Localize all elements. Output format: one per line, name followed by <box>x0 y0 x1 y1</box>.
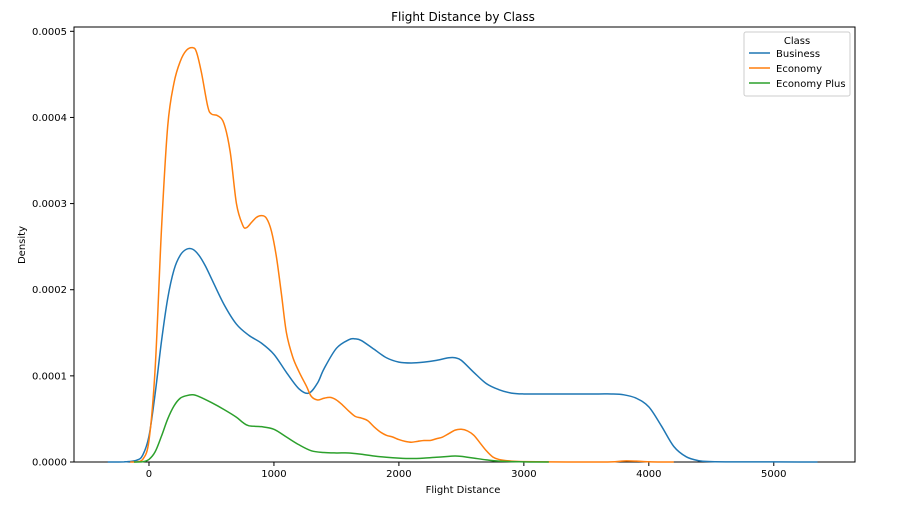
chart-title: Flight Distance by Class <box>391 10 535 24</box>
series-line-business <box>107 247 818 463</box>
x-tick-label: 2000 <box>386 469 411 480</box>
x-tick-label: 0 <box>146 469 152 480</box>
legend: Class Business Economy Economy Plus <box>743 31 851 97</box>
legend-label-economy: Economy <box>776 64 822 75</box>
y-tick-label: 0.0005 <box>32 27 67 38</box>
x-tick-label: 1000 <box>261 469 286 480</box>
x-axis-label: Flight Distance <box>426 485 501 496</box>
y-tick-label: 0.0003 <box>32 199 67 210</box>
series-layer <box>107 46 818 463</box>
y-axis-label: Density <box>17 226 28 264</box>
y-tick-label: 0.0002 <box>32 285 67 296</box>
legend-label-business: Business <box>776 49 820 60</box>
series-line-economy <box>130 46 674 463</box>
x-tick-label: 3000 <box>511 469 536 480</box>
y-tick-label: 0.0001 <box>32 371 67 382</box>
legend-box <box>743 31 851 97</box>
y-axis: 0.0000 0.0001 0.0002 0.0003 0.0004 0.0005 <box>32 27 74 469</box>
x-tick-label: 4000 <box>636 469 661 480</box>
x-axis: 0 1000 2000 3000 4000 5000 <box>146 462 787 480</box>
y-tick-label: 0.0000 <box>32 458 67 469</box>
x-tick-label: 5000 <box>761 469 786 480</box>
legend-items: Business Economy Economy Plus <box>749 49 846 90</box>
axes-frame <box>73 26 856 463</box>
series-line-economy-plus <box>133 394 549 463</box>
legend-label-economy-plus: Economy Plus <box>776 79 846 90</box>
plot-area-frame <box>73 26 856 463</box>
y-tick-label: 0.0004 <box>32 113 67 124</box>
legend-title: Class <box>784 36 810 47</box>
